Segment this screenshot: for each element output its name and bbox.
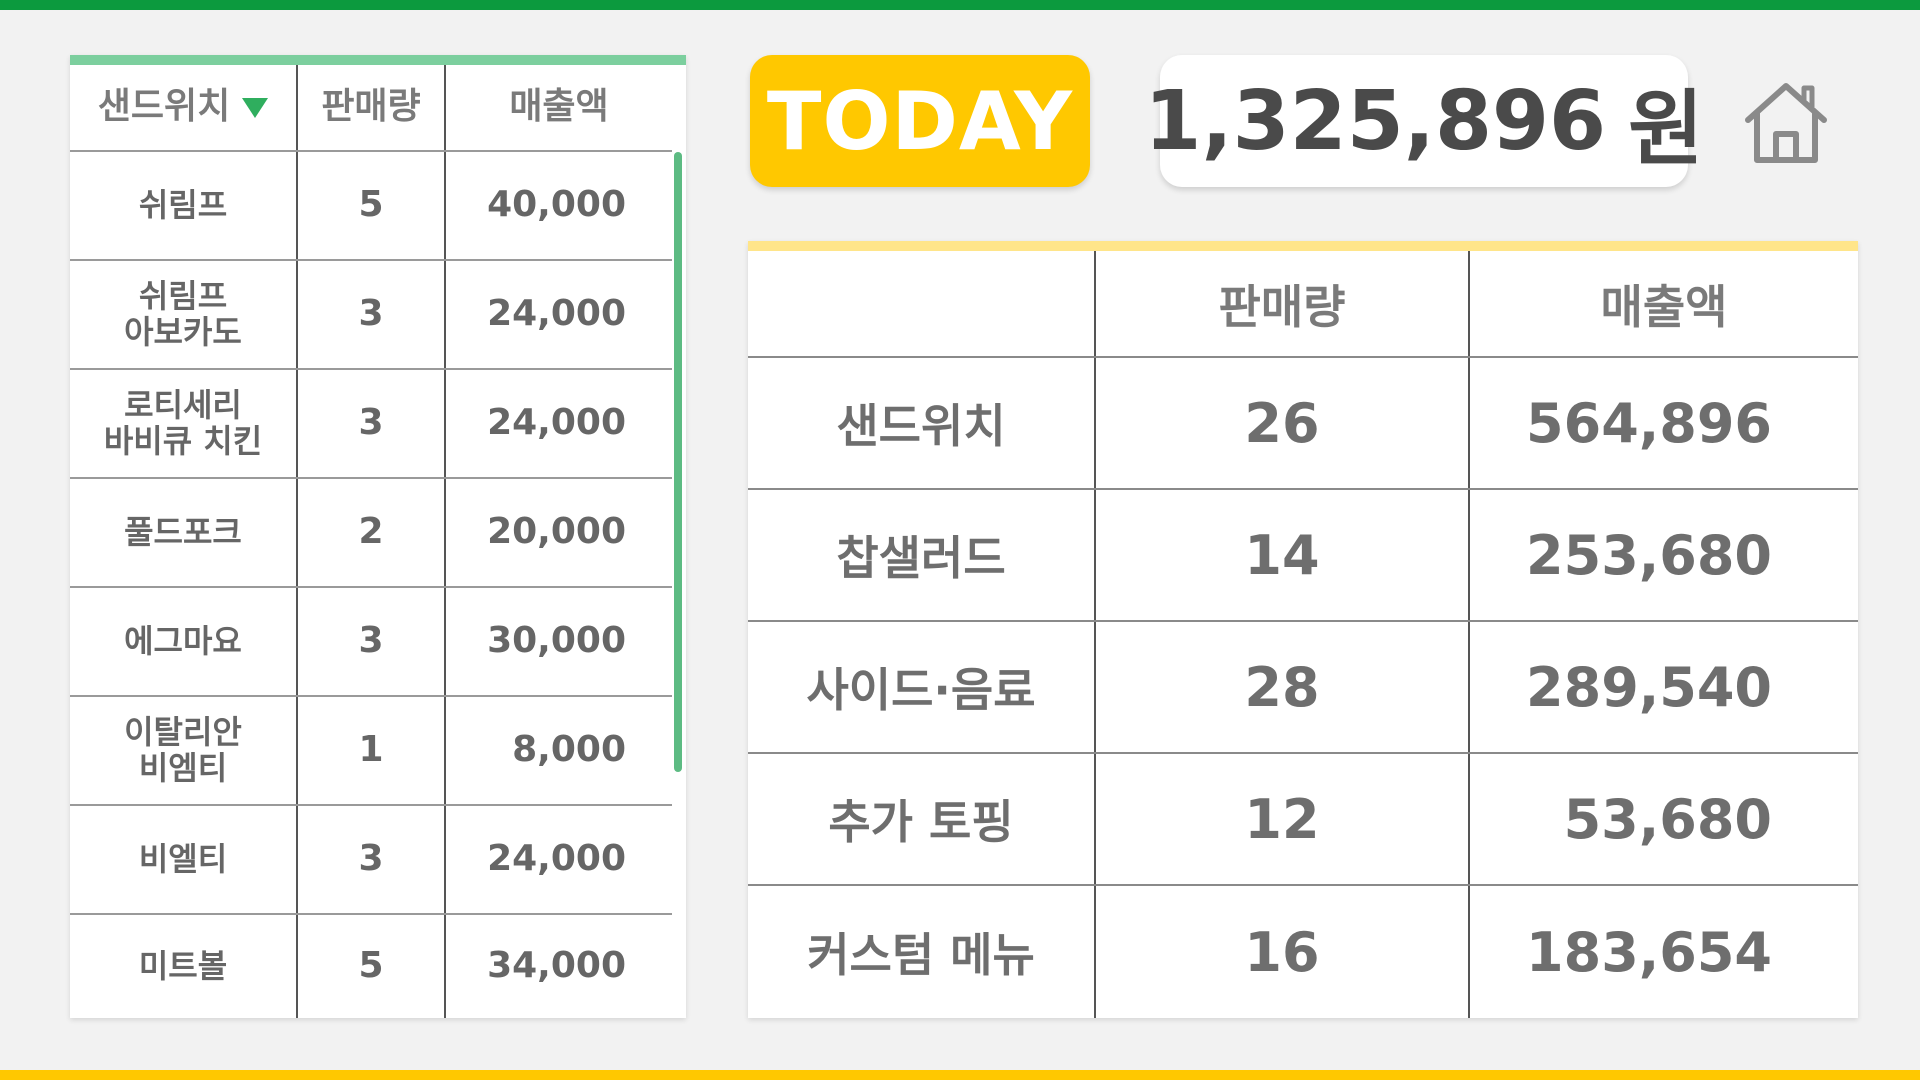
category-name: 커스텀 메뉴 — [748, 886, 1096, 1018]
category-sales: 564,896 — [1526, 391, 1772, 455]
top-accent-bar — [0, 0, 1920, 10]
table-row[interactable]: 비엘티 3 24,000 — [70, 806, 672, 915]
table-row[interactable]: 쉬림프 5 40,000 — [70, 152, 672, 261]
item-sales: 24,000 — [487, 293, 626, 335]
sales-header: 매출액 — [1600, 279, 1728, 334]
category-sales: 289,540 — [1526, 655, 1772, 719]
table-row[interactable]: 로티세리 바비큐 치킨 3 24,000 — [70, 370, 672, 479]
category-name: 추가 토핑 — [748, 754, 1096, 884]
category-name: 찹샐러드 — [748, 490, 1096, 620]
table-row: 커스텀 메뉴 16 183,654 — [748, 886, 1858, 1018]
item-name: 이탈리안 비엠티 — [70, 697, 298, 804]
category-summary-table: 판매량 매출액 샌드위치 26 564,896 찹샐러드 14 253,680 … — [748, 241, 1858, 1018]
item-name: 비엘티 — [70, 806, 298, 913]
item-name: 쉬림프 — [70, 152, 298, 259]
item-qty: 3 — [298, 370, 446, 477]
item-sales: 20,000 — [487, 511, 626, 553]
item-qty: 5 — [298, 152, 446, 259]
item-name: 쉬림프 아보카도 — [70, 261, 298, 368]
item-name: 미트볼 — [70, 915, 298, 1018]
item-sales: 34,000 — [487, 945, 626, 987]
table-row[interactable]: 풀드포크 2 20,000 — [70, 479, 672, 588]
table-row: 샌드위치 26 564,896 — [748, 358, 1858, 490]
table-row: 사이드·음료 28 289,540 — [748, 622, 1858, 754]
table-row[interactable]: 이탈리안 비엠티 1 8,000 — [70, 697, 672, 806]
item-qty: 5 — [298, 915, 446, 1018]
currency-unit: 원 — [1628, 81, 1704, 177]
item-name: 풀드포크 — [70, 479, 298, 586]
item-qty: 3 — [298, 261, 446, 368]
category-header — [748, 251, 1096, 356]
home-icon[interactable] — [1742, 78, 1830, 166]
qty-header: 판매량 — [298, 65, 446, 150]
category-name: 사이드·음료 — [748, 622, 1096, 752]
category-qty: 12 — [1096, 754, 1470, 884]
category-qty: 26 — [1096, 358, 1470, 488]
sales-header: 매출액 — [509, 86, 609, 128]
category-sales: 253,680 — [1526, 523, 1772, 587]
today-badge: TODAY — [750, 55, 1090, 187]
item-sales: 40,000 — [487, 184, 626, 226]
today-total-box: 1,325,896 원 — [1144, 55, 1704, 187]
item-qty: 3 — [298, 806, 446, 913]
item-name: 에그마요 — [70, 588, 298, 695]
total-amount: 1,325,896 — [1144, 73, 1607, 169]
qty-header: 판매량 — [1096, 251, 1470, 356]
bottom-accent-bar — [0, 1070, 1920, 1080]
sandwich-header-dropdown[interactable]: 샌드위치 — [70, 65, 298, 150]
category-name: 샌드위치 — [748, 358, 1096, 488]
item-name: 로티세리 바비큐 치킨 — [70, 370, 298, 477]
table-row[interactable]: 미트볼 5 34,000 — [70, 915, 672, 1018]
item-qty: 3 — [298, 588, 446, 695]
item-qty: 1 — [298, 697, 446, 804]
item-qty: 2 — [298, 479, 446, 586]
category-qty: 14 — [1096, 490, 1470, 620]
item-sales: 30,000 — [487, 620, 626, 662]
table-row[interactable]: 쉬림프 아보카도 3 24,000 — [70, 261, 672, 370]
scrollbar-thumb[interactable] — [674, 152, 682, 772]
today-label: TODAY — [766, 74, 1074, 168]
category-qty: 16 — [1096, 886, 1470, 1018]
table-row[interactable]: 에그마요 3 30,000 — [70, 588, 672, 697]
triangle-down-icon[interactable] — [242, 97, 269, 118]
category-qty: 28 — [1096, 622, 1470, 752]
table-row: 찹샐러드 14 253,680 — [748, 490, 1858, 622]
sandwich-sales-table[interactable]: 샌드위치 판매량 매출액 쉬림프 5 40,000 쉬림프 아보카도 3 24,… — [70, 55, 686, 1018]
table-header-row: 판매량 매출액 — [748, 251, 1858, 358]
table-header-row: 샌드위치 판매량 매출액 — [70, 65, 672, 152]
item-sales: 24,000 — [487, 402, 626, 444]
table-row: 추가 토핑 12 53,680 — [748, 754, 1858, 886]
item-sales: 24,000 — [487, 838, 626, 880]
item-sales: 8,000 — [512, 729, 626, 771]
category-sales: 53,680 — [1563, 787, 1772, 851]
category-sales: 183,654 — [1526, 920, 1772, 984]
sandwich-header-label: 샌드위치 — [97, 86, 231, 128]
